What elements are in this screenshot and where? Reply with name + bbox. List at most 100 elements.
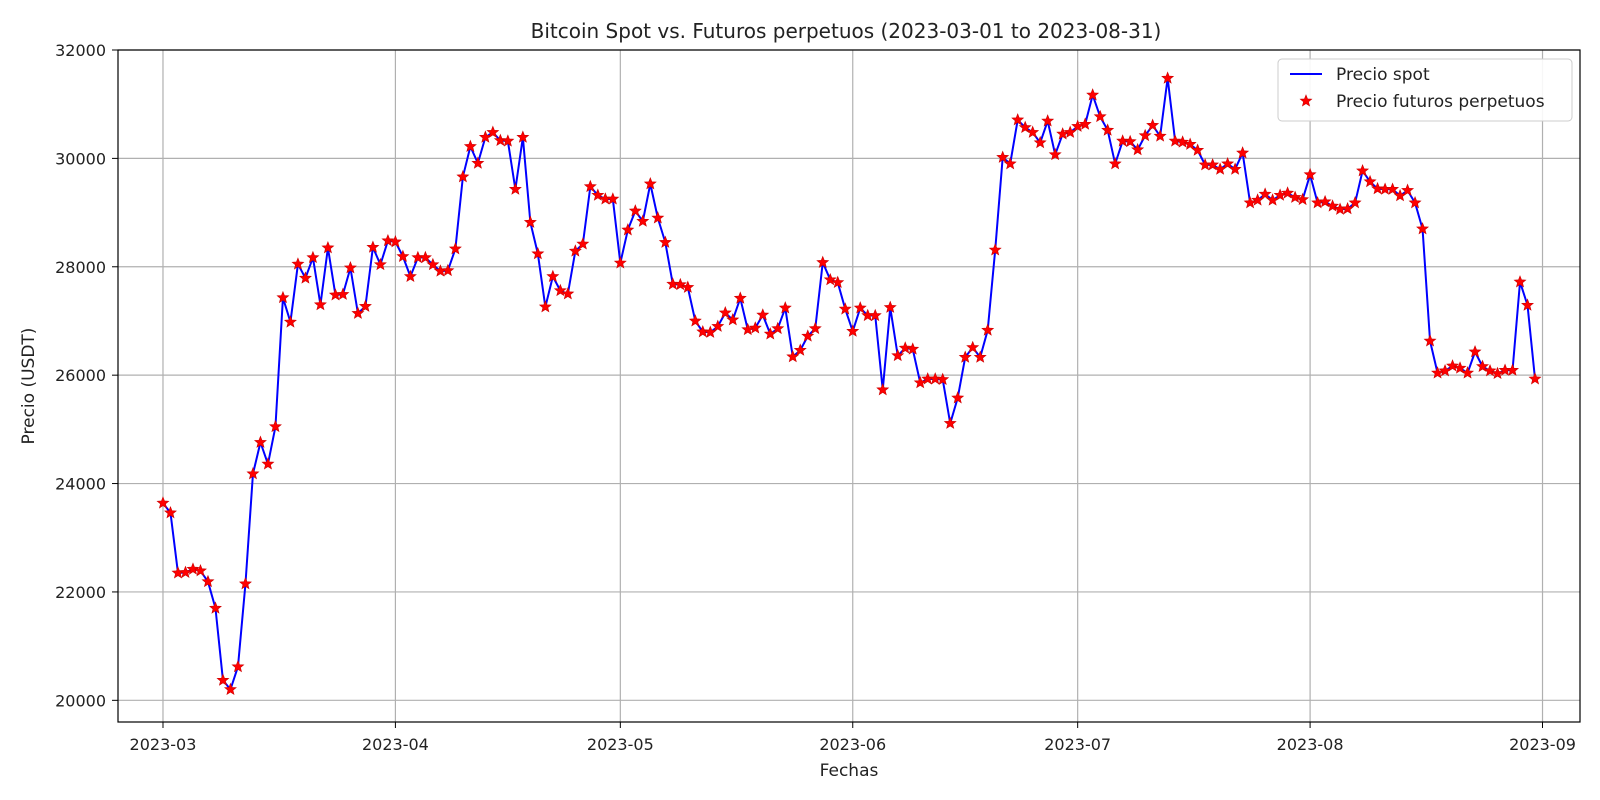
futures-price-marker <box>403 269 417 283</box>
futures-price-marker <box>471 156 485 169</box>
futures-price-marker <box>493 133 507 147</box>
futures-price-marker <box>456 169 470 183</box>
futures-price-marker <box>1326 199 1340 212</box>
futures-price-marker <box>381 233 395 247</box>
futures-price-marker <box>733 291 747 304</box>
futures-price-marker <box>973 350 987 363</box>
futures-price-marker <box>208 601 222 614</box>
futures-price-marker <box>1123 134 1137 148</box>
futures-price-marker <box>1468 345 1482 358</box>
futures-price-marker <box>1446 359 1460 372</box>
futures-price-marker <box>163 505 177 519</box>
futures-price-marker <box>216 673 230 686</box>
futures-price-marker <box>1011 113 1025 126</box>
futures-price-marker <box>1108 156 1122 170</box>
futures-price-marker <box>1003 156 1017 170</box>
futures-price-marker <box>336 287 350 300</box>
x-tick-label: 2023-09 <box>1509 735 1576 754</box>
futures-price-marker <box>156 496 170 509</box>
futures-price-marker <box>1318 194 1332 208</box>
futures-price-marker <box>1161 71 1175 84</box>
futures-price-marker <box>1258 187 1272 200</box>
futures-price-marker <box>643 177 657 190</box>
y-tick-label: 26000 <box>55 366 106 385</box>
futures-price-series <box>156 71 1542 696</box>
futures-price-marker <box>1078 117 1092 130</box>
futures-price-marker <box>621 223 635 236</box>
futures-price-marker <box>838 302 852 315</box>
futures-price-marker <box>501 134 515 147</box>
futures-price-marker <box>816 255 830 268</box>
futures-price-marker <box>1348 196 1362 209</box>
futures-price-marker <box>238 576 252 590</box>
futures-price-marker <box>261 457 275 470</box>
futures-price-marker <box>613 256 627 269</box>
legend-label-futures: Precio futuros perpetuos <box>1336 92 1545 112</box>
futures-price-marker <box>1026 125 1040 138</box>
futures-price-marker <box>808 321 822 335</box>
y-tick-label: 30000 <box>55 149 106 168</box>
legend-label-spot: Precio spot <box>1336 65 1430 85</box>
futures-price-marker <box>666 277 680 290</box>
futures-price-marker <box>1401 183 1415 196</box>
futures-price-marker <box>1506 363 1520 376</box>
legend-box <box>1277 58 1573 122</box>
futures-price-marker <box>441 263 455 277</box>
futures-price-marker <box>351 306 365 319</box>
futures-price-marker <box>951 391 965 404</box>
plot-area-frame <box>117 49 1581 723</box>
futures-price-marker <box>673 277 687 291</box>
futures-price-marker <box>576 237 590 250</box>
y-axis-label: Precio (USDT) <box>19 328 39 445</box>
futures-price-marker <box>1228 162 1242 175</box>
futures-price-marker <box>201 574 215 588</box>
futures-price-marker <box>628 204 642 217</box>
futures-price-marker <box>426 257 440 271</box>
futures-price-marker <box>658 235 672 248</box>
futures-price-marker <box>396 249 410 262</box>
futures-price-marker <box>1408 196 1422 209</box>
x-tick-label: 2023-05 <box>587 735 654 754</box>
futures-price-marker <box>823 272 837 286</box>
futures-price-marker <box>1513 275 1527 288</box>
futures-price-marker <box>1386 182 1400 195</box>
futures-price-marker <box>651 211 665 224</box>
futures-price-marker <box>1303 167 1317 181</box>
futures-price-marker <box>1033 135 1047 149</box>
futures-price-marker <box>883 300 897 313</box>
futures-price-marker <box>538 300 552 313</box>
y-tick-label: 20000 <box>55 691 106 710</box>
futures-price-marker <box>388 235 402 248</box>
futures-price-marker <box>711 319 725 332</box>
x-tick-label: 2023-06 <box>819 735 886 754</box>
futures-price-marker <box>546 269 560 283</box>
futures-price-marker <box>906 342 920 355</box>
futures-price-marker <box>898 341 912 354</box>
futures-price-marker <box>561 287 575 300</box>
x-axis-label: Fechas <box>820 761 879 781</box>
futures-price-marker <box>186 562 200 575</box>
x-axis-ticks: 2023-03 2023-04 2023-05 2023-06 2023-07 2023-… <box>130 722 1576 754</box>
x-tick-label: 2023-08 <box>1277 735 1344 754</box>
futures-price-marker <box>853 301 867 314</box>
futures-price-marker <box>1101 123 1115 136</box>
futures-price-marker <box>1483 364 1497 377</box>
y-axis-ticks: 20000 22000 24000 26000 28000 30000 32000 <box>55 41 118 710</box>
futures-price-marker <box>1183 137 1197 150</box>
futures-price-marker <box>778 301 792 314</box>
futures-price-marker <box>771 321 785 335</box>
futures-price-marker <box>636 214 650 227</box>
futures-price-marker <box>1168 134 1182 147</box>
futures-price-marker <box>793 343 807 356</box>
futures-price-marker <box>448 242 462 255</box>
futures-price-marker <box>358 299 372 312</box>
y-tick-label: 28000 <box>55 258 106 277</box>
futures-price-marker <box>1453 361 1467 374</box>
futures-price-marker <box>831 275 845 289</box>
futures-price-marker <box>313 297 327 311</box>
futures-price-marker <box>756 308 770 321</box>
futures-price-marker <box>1356 164 1370 177</box>
legend: Precio spot Precio futuros perpetuos <box>1277 58 1573 122</box>
futures-price-marker <box>981 323 995 336</box>
futures-price-marker <box>966 340 980 354</box>
